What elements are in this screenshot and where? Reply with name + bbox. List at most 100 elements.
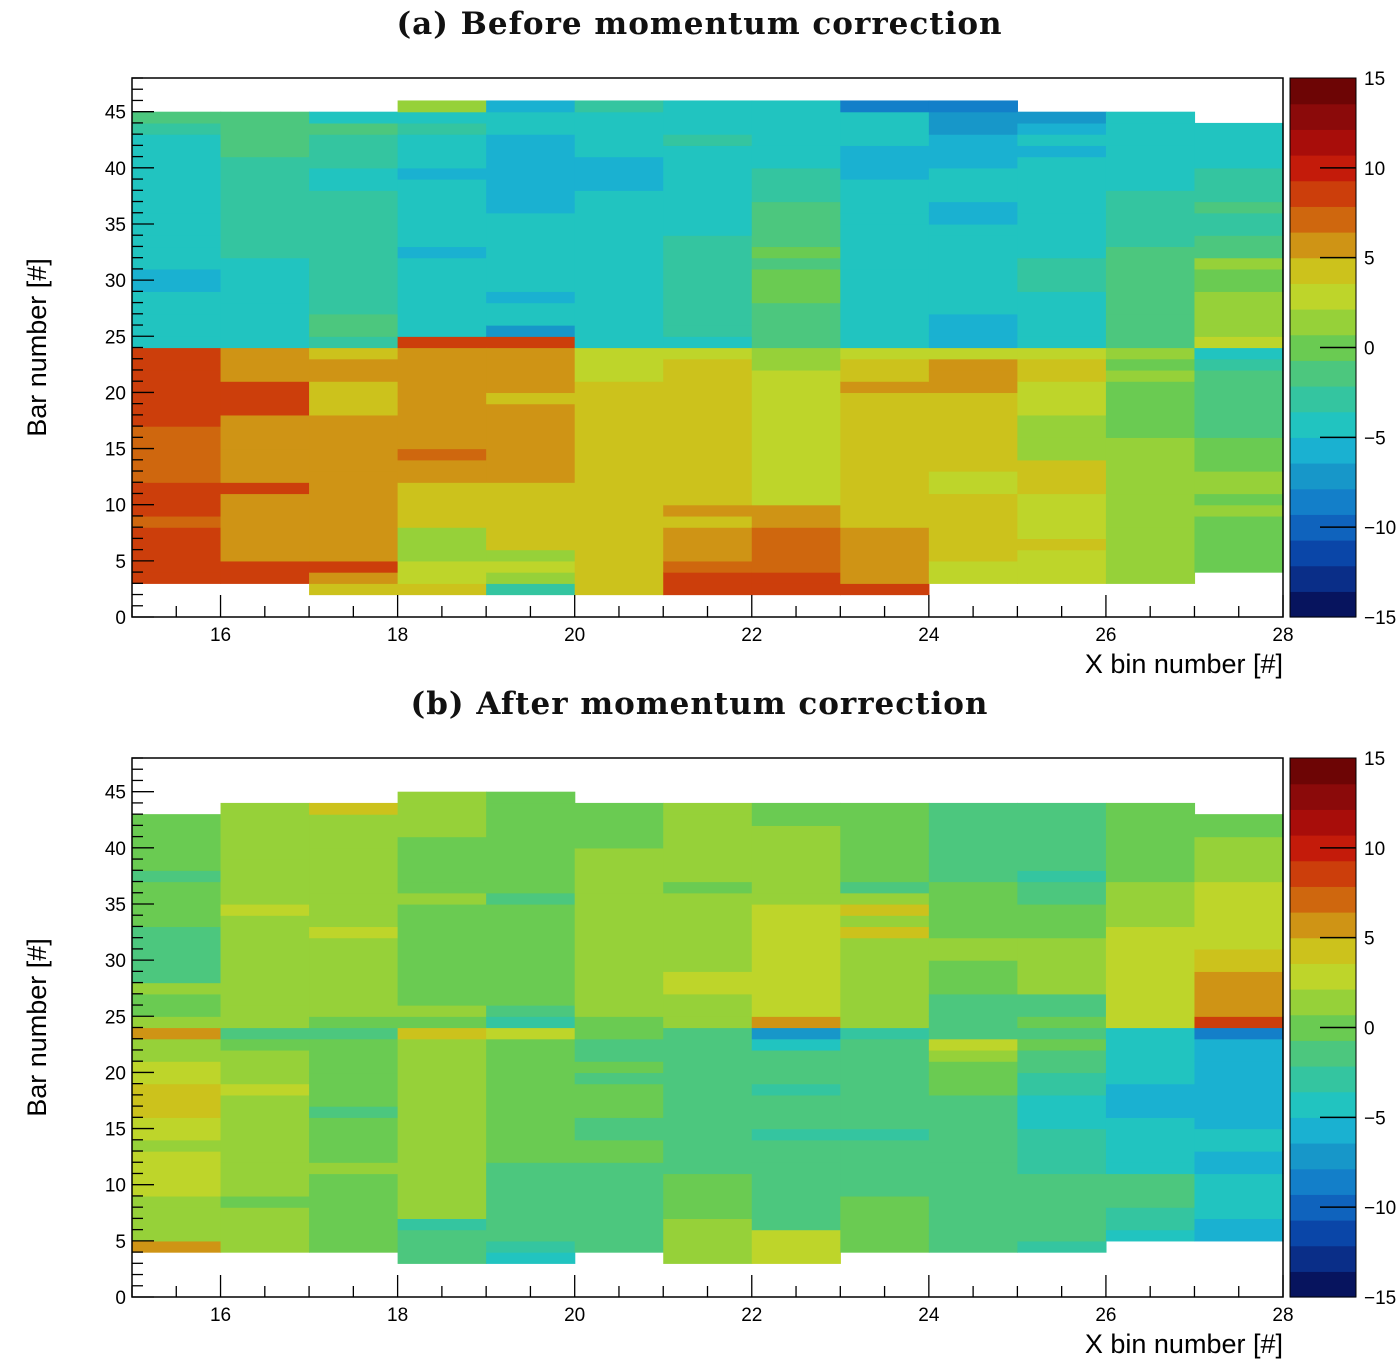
heatmap-cell [663, 971, 753, 995]
heatmap-cell [840, 268, 930, 349]
colorbar-swatch [1290, 1143, 1356, 1170]
heatmap-cell [574, 201, 664, 349]
heatmap-cell [928, 235, 1018, 315]
heatmap-cell [1194, 369, 1284, 438]
heatmap-cell [132, 515, 222, 528]
colorbar-swatch [1290, 386, 1356, 413]
heatmap-cell [132, 201, 222, 214]
heatmap-cell [309, 1162, 399, 1175]
heatmap-cell [1017, 549, 1107, 562]
colorbar-tick-label: −5 [1364, 428, 1386, 449]
heatmap-cell [132, 527, 222, 573]
y-tick-label: 40 [105, 839, 126, 860]
heatmap-cell [1194, 1151, 1284, 1175]
heatmap-cell [1105, 1117, 1196, 1152]
heatmap-cell [1017, 437, 1107, 461]
heatmap-cell [397, 859, 487, 883]
colorbar-swatch [1290, 257, 1356, 284]
heatmap-cell [1017, 347, 1107, 360]
heatmap-cell [397, 100, 487, 113]
heatmap-cell [132, 482, 222, 517]
heatmap-cell [309, 212, 399, 315]
heatmap-cell [1017, 122, 1107, 135]
heatmap-cell [1194, 1218, 1284, 1242]
heatmap-cell [397, 1005, 487, 1017]
heatmap-cell [132, 212, 222, 236]
heatmap-cell [1105, 437, 1196, 495]
heatmap-cell [840, 223, 930, 270]
colorbar-swatch [1290, 1066, 1356, 1093]
x-tick-label: 28 [1272, 1305, 1293, 1326]
heatmap-cell [1194, 493, 1284, 506]
heatmap-cell [1194, 471, 1284, 495]
heatmap-cell [132, 1083, 222, 1118]
heatmap-cell [928, 369, 1018, 394]
heatmap-cell [840, 903, 930, 916]
heatmap-cell [663, 515, 753, 528]
colorbar-tick-label: −10 [1364, 518, 1396, 539]
heatmap-cell [663, 572, 753, 596]
colorbar-swatch [1290, 232, 1356, 259]
heatmap-cell [928, 471, 1018, 495]
heatmap-cell [309, 111, 399, 124]
colorbar-tick-label: 5 [1364, 929, 1375, 950]
colorbar-tick-label: −15 [1364, 608, 1396, 629]
heatmap-cell [309, 1117, 399, 1141]
heatmap-cell [840, 358, 930, 382]
heatmap-cell [132, 347, 222, 371]
heatmap-cell [1105, 358, 1196, 371]
heatmap-cell [486, 1229, 576, 1242]
heatmap-cell [1105, 313, 1196, 349]
y-tick-label: 30 [105, 271, 126, 292]
heatmap-cell [132, 122, 222, 135]
heatmap-cell [751, 1184, 841, 1231]
heatmap-cell [928, 414, 1018, 450]
heatmap-cell [397, 1027, 487, 1040]
heatmap-cell [220, 1207, 310, 1253]
heatmap-cell [220, 414, 310, 450]
heatmap-cell [309, 881, 399, 894]
y-tick-label: 40 [105, 159, 126, 180]
colorbar-swatch [1290, 963, 1356, 990]
heatmap-cell [1017, 870, 1107, 883]
heatmap-cell [1194, 268, 1284, 292]
heatmap-cell [486, 1240, 576, 1253]
heatmap-cell [751, 1038, 841, 1051]
heatmap-cell [220, 993, 310, 1006]
heatmap-cell [1105, 926, 1196, 995]
heatmap-cell [751, 347, 841, 371]
heatmap-cell [928, 358, 1018, 371]
heatmap-cell [1017, 1094, 1107, 1130]
heatmap-cell [840, 802, 930, 883]
heatmap-cell [1017, 358, 1107, 382]
y-axis-label: Bar number [#] [22, 258, 52, 437]
heatmap-cell [928, 560, 1018, 584]
heatmap-cell [1017, 291, 1107, 337]
heatmap-cell [1017, 1240, 1107, 1253]
heatmap-cell [309, 1072, 399, 1107]
heatmap-cell [1017, 336, 1107, 349]
heatmap-cell [663, 1072, 753, 1107]
heatmap-cell [397, 791, 487, 804]
heatmap-cell [574, 847, 664, 894]
heatmap-cell [928, 1027, 1018, 1040]
y-tick-label: 35 [105, 895, 126, 916]
colorbar-swatch [1290, 411, 1356, 438]
heatmap-cell [840, 937, 930, 995]
heatmap-cell [309, 847, 399, 883]
heatmap-cell [840, 881, 930, 894]
heatmap-cell [1194, 201, 1284, 214]
heatmap-cell [486, 1005, 576, 1017]
x-tick-label: 28 [1272, 625, 1293, 646]
heatmap-cell [751, 268, 841, 304]
heatmap-cell [574, 1038, 664, 1062]
colorbar-swatch [1290, 1220, 1356, 1247]
heatmap-cell [220, 1027, 310, 1040]
colorbar-tick-label: 5 [1364, 249, 1375, 270]
heatmap-cell [1105, 246, 1196, 315]
colorbar-swatch [1290, 463, 1356, 490]
heatmap-cell [132, 870, 222, 883]
heatmap-cell [220, 347, 310, 360]
heatmap-cell [132, 1139, 222, 1152]
colorbar-swatch [1290, 437, 1356, 464]
